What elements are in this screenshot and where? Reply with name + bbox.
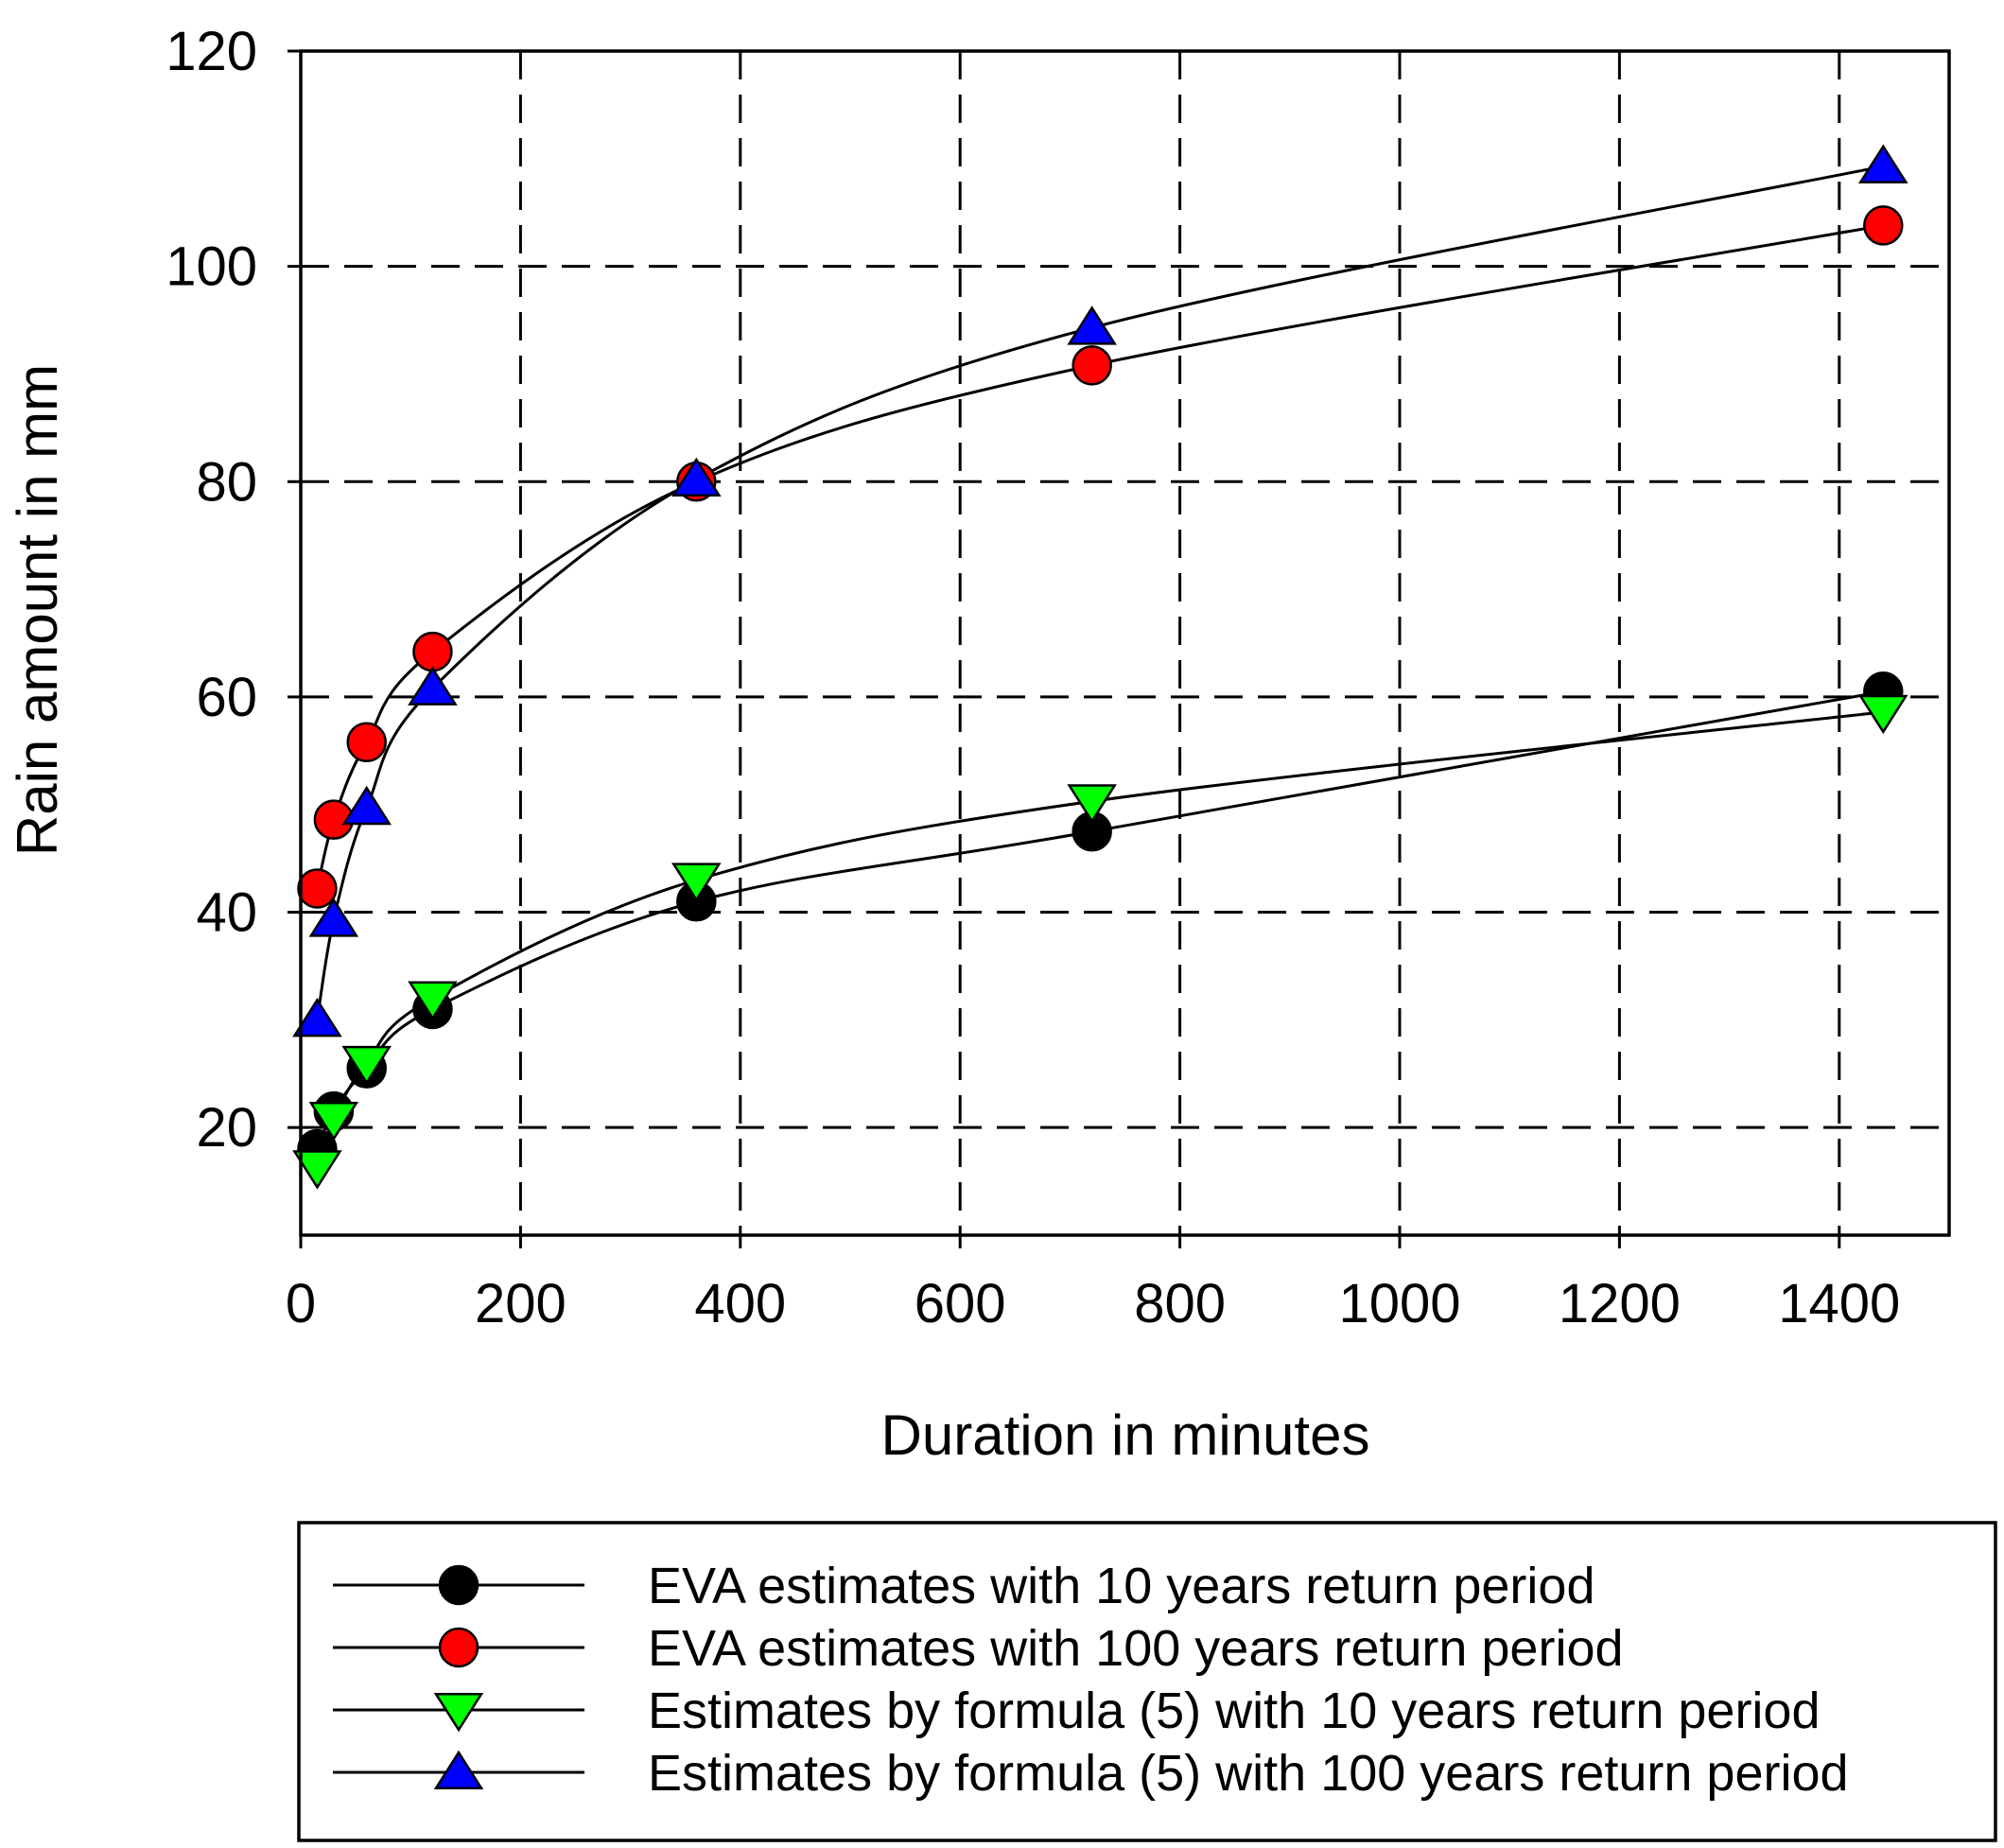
legend-label: Estimates by formula (5) with 10 years r… [648,1682,1821,1739]
legend-marker [433,1692,484,1733]
data-point-series-4 [1858,144,1908,183]
legend-label: EVA estimates with 10 years return perio… [648,1558,1594,1614]
data-point-series-2 [297,868,338,909]
data-point-series-2 [1863,205,1904,246]
legend-marker [438,1564,479,1606]
y-tick-label: 120 [166,21,257,82]
series-line-4 [315,165,1884,1020]
data-point-series-3 [1067,784,1117,824]
x-axis-label: Duration in minutes [881,1403,1370,1467]
series-lines [315,165,1884,1168]
legend-marker [438,1627,479,1668]
legend: EVA estimates with 10 years return perio… [297,1521,1997,1842]
data-point-series-3 [292,1150,342,1190]
data-point-series-3 [1858,694,1908,735]
legend-entry-4: Estimates by formula (5) with 100 years … [333,1745,1849,1802]
legend-entry-3: Estimates by formula (5) with 10 years r… [333,1682,1821,1739]
x-tick-label: 0 [286,1273,316,1334]
x-tick-label: 600 [915,1273,1006,1334]
data-markers [292,144,1908,1190]
plot-frame [299,49,1951,1237]
series-line-1 [316,689,1884,1150]
legend-frame [297,1521,1997,1842]
data-point-series-3 [308,1102,359,1142]
data-point-series-4 [1067,305,1117,345]
x-tick-label: 1400 [1778,1273,1900,1334]
y-tick-label: 100 [166,236,257,298]
x-tick-label: 800 [1134,1273,1226,1334]
x-tick-label: 400 [694,1273,786,1334]
y-tick-label: 40 [196,882,257,944]
y-tick-label: 80 [196,451,257,513]
data-point-series-2 [412,631,453,672]
y-axis-label: Rain amount in mm [6,364,69,856]
x-tick-label: 200 [475,1273,566,1334]
data-point-series-2 [346,722,387,762]
y-tick-label: 20 [196,1097,257,1159]
data-point-series-3 [341,1045,392,1086]
series-line-3 [316,710,1884,1168]
data-point-series-4 [341,785,392,826]
data-point-series-3 [671,863,722,902]
axis-ticks: 0 200 400 600 800 1000 1200 1400 20 40 60 80 100 120 [166,21,1900,1334]
legend-marker [433,1750,484,1790]
x-tick-label: 1200 [1559,1273,1681,1334]
y-tick-label: 60 [196,667,257,728]
legend-entry-1: EVA estimates with 10 years return perio… [333,1558,1594,1614]
legend-label: EVA estimates with 100 years return peri… [648,1620,1624,1677]
data-point-series-4 [671,457,722,497]
legend-entry-2: EVA estimates with 100 years return peri… [333,1620,1624,1677]
data-point-series-4 [408,666,458,706]
grid [301,51,1949,1235]
x-tick-label: 1000 [1338,1273,1460,1334]
data-point-series-4 [308,898,359,937]
data-point-series-2 [1072,345,1112,386]
data-point-series-3 [408,981,458,1020]
data-point-series-4 [292,998,342,1037]
legend-label: Estimates by formula (5) with 100 years … [648,1745,1849,1802]
